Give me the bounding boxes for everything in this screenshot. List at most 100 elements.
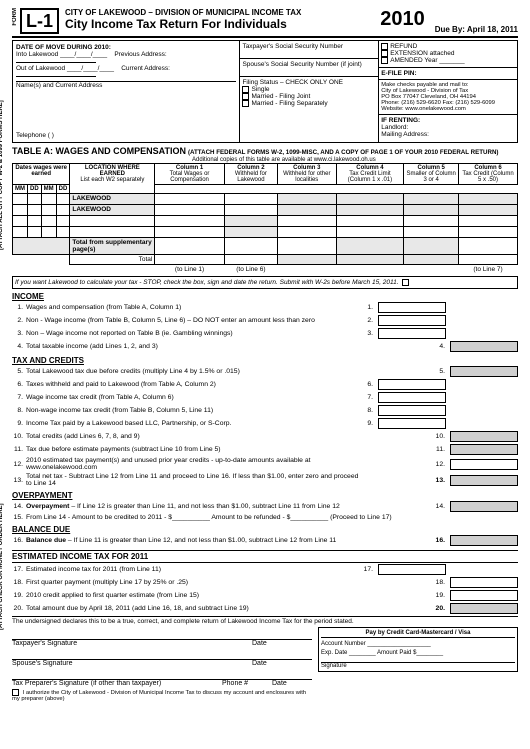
tax-head: TAX AND CREDITS: [12, 356, 518, 365]
info-block: DATE OF MOVE DURING 2010: Into Lakewood …: [12, 40, 518, 143]
checkbox-mfj[interactable]: [242, 93, 249, 100]
line-12: 2010 estimated tax payment(s) and unused…: [26, 457, 364, 471]
table-row: Total: [13, 255, 518, 265]
dates-header: Dates wages were earned: [13, 164, 70, 185]
box-8[interactable]: [378, 405, 446, 416]
single-label: Single: [251, 86, 269, 93]
box-6[interactable]: [378, 379, 446, 390]
preparer-sig[interactable]: Tax Preparer's Signature (if other than …: [12, 680, 222, 687]
box-14[interactable]: [450, 501, 518, 512]
box-4[interactable]: [450, 341, 518, 352]
table-row[interactable]: [13, 227, 518, 238]
box-5[interactable]: [450, 366, 518, 377]
table-a-sub: Additional copies of this table are avai…: [192, 157, 376, 163]
sig-date-3[interactable]: Date: [272, 680, 312, 687]
line-5: Total Lakewood tax due before credits (m…: [26, 368, 364, 375]
header: FORM L-1 CITY OF LAKEWOOD – DIVISION OF …: [12, 8, 518, 34]
checkbox-stop[interactable]: [402, 279, 409, 286]
checkbox-mfs[interactable]: [242, 100, 249, 107]
sig-date-1[interactable]: Date: [252, 640, 312, 647]
acct-num[interactable]: Account Number ___________________: [321, 641, 515, 647]
lakewood-2: LAKEWOOD: [72, 206, 111, 213]
col3-s: Withheld for other localities: [283, 171, 330, 183]
landlord-label: Landlord:: [381, 124, 408, 131]
tax-year: 2010: [380, 8, 425, 31]
to-line-7: (to Line 7): [459, 265, 518, 275]
col4-s: Tax Credit Limit (Column 1 x .01): [348, 171, 392, 183]
box-10[interactable]: [450, 431, 518, 442]
line-15: From Line 14 - Amount to be credited to …: [26, 514, 518, 521]
box-9[interactable]: [378, 418, 446, 429]
curr-addr-label: Current Address:: [121, 65, 170, 72]
box-1[interactable]: [378, 302, 446, 313]
box-13[interactable]: [450, 475, 518, 486]
box-7[interactable]: [378, 392, 446, 403]
est-head: ESTIMATED INCOME TAX FOR 2011: [12, 550, 518, 563]
line-3: Non – Wage income not reported on Table …: [26, 330, 362, 337]
preparer-phone[interactable]: Phone #: [222, 680, 272, 687]
col5-s: Smaller of Column 3 or 4: [407, 171, 456, 183]
income-head: INCOME: [12, 292, 518, 301]
line-17: Estimated income tax for 2011 (from Line…: [26, 566, 362, 573]
into-lakewood[interactable]: Into Lakewood ____/____/____: [16, 51, 107, 58]
box-19[interactable]: [450, 590, 518, 601]
box-11[interactable]: [450, 444, 518, 455]
supp-label: Total from supplementary page(s): [72, 239, 151, 253]
loc-header: LOCATION WHERE EARNED: [85, 165, 140, 177]
box-17[interactable]: [378, 564, 446, 575]
pay-box: Pay by Credit Card-Mastercard / Visa Acc…: [318, 627, 518, 672]
spouse-sig[interactable]: Spouse's Signature: [12, 660, 252, 667]
cc-signature[interactable]: Signature: [321, 662, 515, 669]
table-row[interactable]: Total from supplementary page(s): [13, 238, 518, 255]
mfj-label: Married - Filing Joint: [251, 93, 310, 100]
line-6: Taxes withheld and paid to Lakewood (fro…: [26, 381, 362, 388]
ssn-label[interactable]: Taxpayer's Social Security Number: [240, 41, 378, 59]
line-13: Total net tax - Subtract Line 12 from Li…: [26, 473, 364, 487]
loc-sub: List each W2 separately: [80, 177, 144, 183]
side-attach-check: [ATTACH CHECK OR MONEY ORDER HERE]: [0, 503, 4, 630]
bal-head: BALANCE DUE: [12, 525, 518, 534]
checkbox-extension[interactable]: [381, 50, 388, 57]
spouse-ssn-label[interactable]: Spouse's Social Security Number (if join…: [240, 59, 378, 77]
table-a-note: (ATTACH FEDERAL FORMS W-2, 1099-MISC, AN…: [188, 149, 499, 156]
line-1: Wages and compensation (from Table A, Co…: [26, 304, 362, 311]
checkbox-single[interactable]: [242, 86, 249, 93]
pay-title: Pay by Credit Card-Mastercard / Visa: [321, 630, 515, 638]
taxpayer-sig[interactable]: Taxpayer's Signature: [12, 640, 252, 647]
side-attach-w2: [ATTACH ALL CITY COPY W-2 & 1099 FORMS H…: [0, 100, 4, 250]
dd1: DD: [28, 185, 42, 194]
box-3[interactable]: [378, 328, 446, 339]
sig-date-2[interactable]: Date: [252, 660, 312, 667]
table-row[interactable]: [13, 216, 518, 227]
form-word: FORM: [12, 8, 18, 26]
form-code: L-1: [20, 8, 59, 34]
col1-s: Total Wages or Compensation: [170, 171, 210, 183]
over-head: OVERPAYMENT: [12, 491, 518, 500]
out-lakewood[interactable]: Out of Lakewood ____/____/____: [16, 65, 114, 72]
checkbox-authorize[interactable]: [12, 689, 19, 696]
checkbox-amended[interactable]: [381, 57, 388, 64]
table-row[interactable]: LAKEWOOD: [13, 194, 518, 205]
extension-label: EXTENSION attached: [390, 50, 454, 57]
dd2: DD: [56, 185, 70, 194]
line-8: Non-wage income tax credit (from Table B…: [26, 407, 362, 414]
box-16[interactable]: [450, 535, 518, 546]
checkbox-refund[interactable]: [381, 43, 388, 50]
telephone[interactable]: Telephone ( ): [16, 132, 236, 139]
box-20[interactable]: [450, 603, 518, 614]
authorize-text: I authorize the City of Lakewood - Divis…: [12, 690, 306, 702]
line-19: 2010 credit applied to first quarter est…: [26, 592, 364, 599]
mail-web: Website: www.onelakewood.com: [381, 106, 466, 112]
exp-amount[interactable]: Exp. Date ________ Amount Paid $________: [321, 650, 515, 656]
name-address-label: Name(s) and Current Address: [16, 82, 102, 89]
table-row[interactable]: LAKEWOOD: [13, 205, 518, 216]
renting-label: IF RENTING:: [381, 117, 420, 124]
to-line-1: (to Line 1): [155, 265, 224, 275]
mm2: MM: [41, 185, 56, 194]
box-18[interactable]: [450, 577, 518, 588]
box-2[interactable]: [378, 315, 446, 326]
total-label: Total: [139, 256, 153, 263]
box-12[interactable]: [450, 459, 518, 470]
prev-addr-label: Previous Address:: [114, 51, 166, 58]
line-11: Tax due before estimate payments (subtra…: [26, 446, 364, 453]
